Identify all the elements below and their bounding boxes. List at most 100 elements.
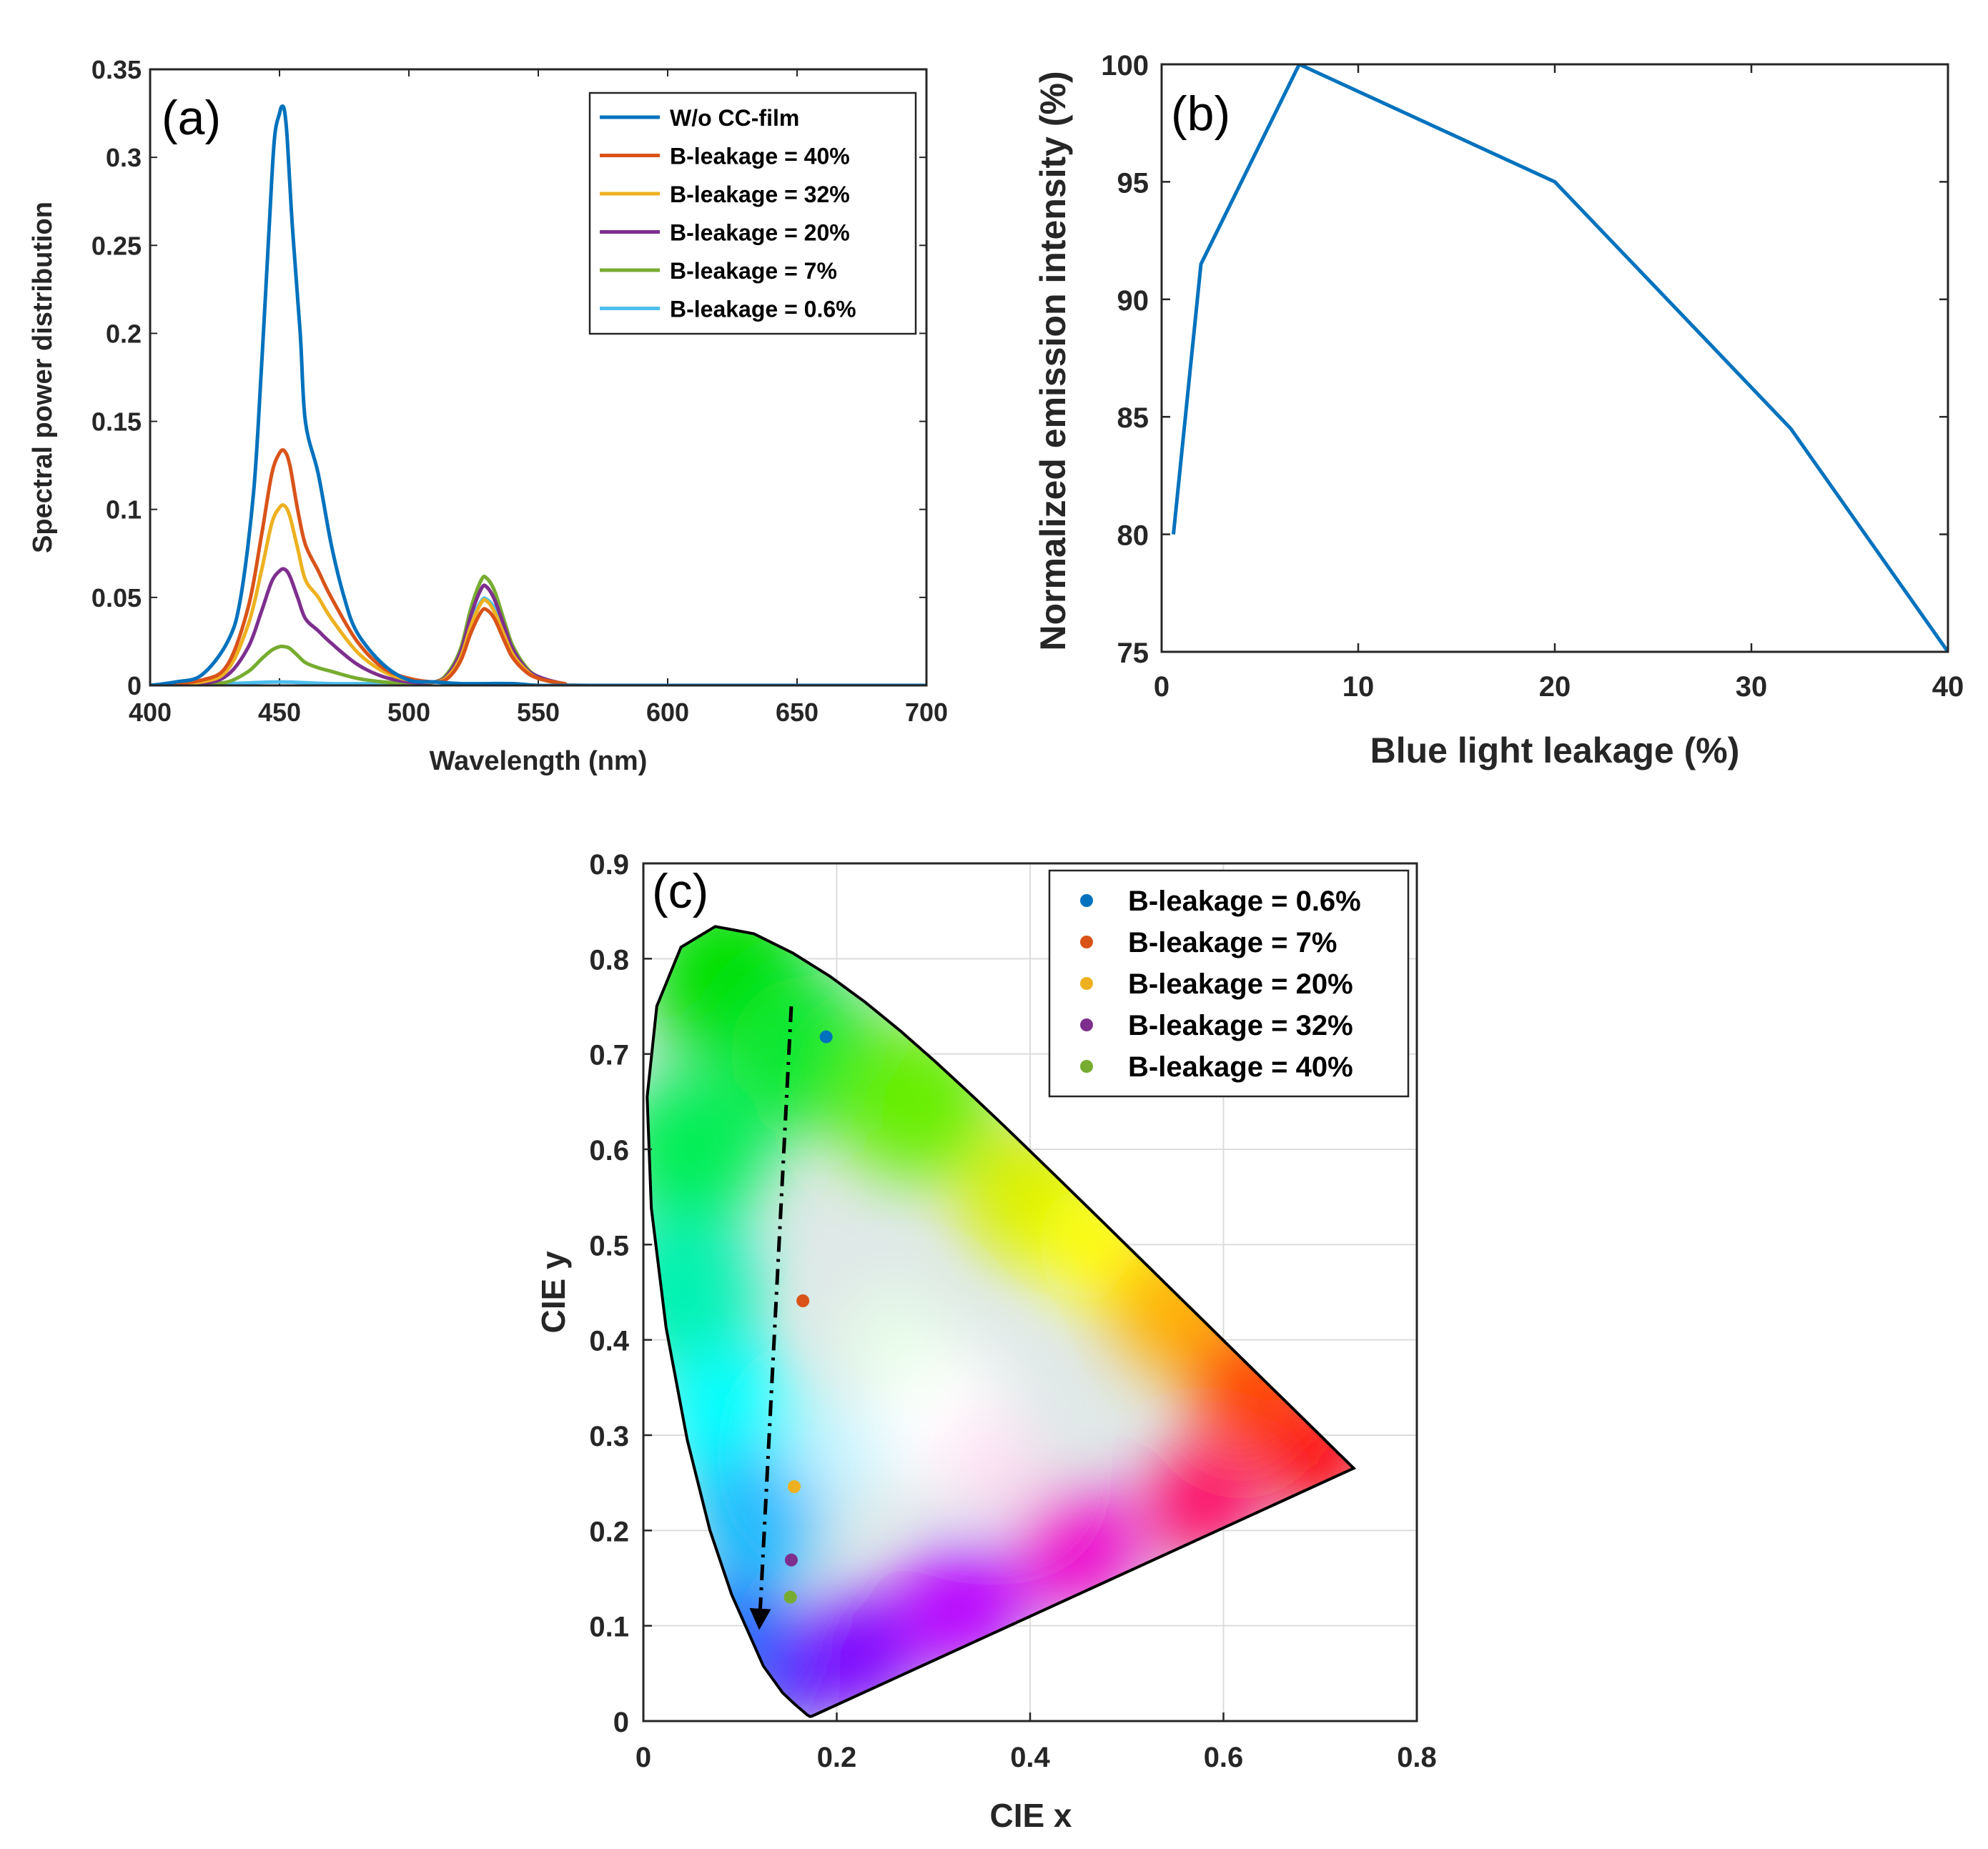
ytick-label-b: 100	[1101, 50, 1149, 81]
xlabel-a: Wavelength (nm)	[430, 746, 648, 776]
ylabel-c: CIE y	[535, 1251, 572, 1333]
scatter-point-c	[819, 1030, 833, 1044]
panel-label-a: (a)	[162, 91, 221, 145]
gamut-blob	[941, 1414, 1042, 1514]
ytick-label-c: 0.2	[589, 1516, 629, 1547]
legend-label-a: B-leakage = 32%	[670, 182, 850, 207]
axes-box-a	[149, 68, 928, 687]
xtick-label-a: 450	[258, 698, 301, 727]
legend-marker-c	[1080, 1018, 1093, 1031]
gamut-blob	[695, 1447, 824, 1576]
ytick-label-c: 0.9	[589, 849, 629, 881]
panel-label-c: (c)	[652, 864, 708, 918]
panel-label-b: (b)	[1171, 86, 1230, 141]
ytick-label-a: 0.15	[92, 407, 142, 437]
xtick-label-b: 0	[1154, 671, 1169, 703]
scatter-point-c	[784, 1553, 798, 1567]
ytick-label-a: 0	[127, 671, 142, 700]
xtick-label-c: 0.8	[1397, 1742, 1437, 1773]
series-line-a	[150, 104, 926, 685]
axes-box-c	[642, 862, 1418, 1722]
ytick-label-c: 0.6	[589, 1135, 629, 1166]
xtick-label-a: 700	[905, 698, 948, 727]
xtick-label-c: 0.6	[1204, 1742, 1244, 1773]
xtick-label-b: 40	[1932, 671, 1964, 703]
legend-marker-c	[1080, 1060, 1093, 1073]
legend-label-c: B-leakage = 0.6%	[1128, 886, 1361, 917]
xtick-label-c: 0	[636, 1742, 651, 1773]
legend-label-a: B-leakage = 40%	[670, 144, 850, 169]
xtick-label-c: 0.2	[817, 1742, 857, 1773]
cie-locus-outline	[646, 925, 1357, 1718]
trend-arrow	[749, 1006, 793, 1630]
legend-box-c	[1048, 869, 1410, 1098]
c-ticks: 0 0.2 0.4 0.6 0.8 0 0.1 0.2 0.3 0.4 0.5 0.6 0.7 0.8 0.…	[589, 849, 1436, 1773]
xtick-label-a: 650	[776, 698, 819, 727]
xtick-label-b: 30	[1736, 671, 1768, 703]
ytick-label-a: 0.2	[106, 319, 142, 348]
panel-c: 0 0.2 0.4 0.6 0.8 0 0.1 0.2 0.3 0.4 0.5 0.6 0.7 0.8 0.…	[535, 849, 1437, 1834]
plot-area-b	[1162, 64, 1948, 652]
ytick-label-a: 0.05	[92, 583, 142, 613]
legend-marker-c	[1080, 977, 1093, 990]
scatter-point-c	[787, 1480, 801, 1493]
legend-marker-c	[1080, 894, 1093, 907]
ytick-label-a: 0.25	[92, 231, 142, 260]
legend-label-c: B-leakage = 7%	[1128, 927, 1337, 958]
ytick-label-b: 75	[1117, 638, 1149, 669]
ytick-label-b: 85	[1117, 402, 1149, 434]
gamut-blob	[844, 1289, 945, 1390]
legend-label-a: B-leakage = 0.6%	[670, 297, 856, 322]
xtick-label-c: 0.4	[1010, 1742, 1050, 1773]
a-series-group	[150, 104, 926, 685]
legend-label-a: W/o CC-film	[670, 105, 799, 131]
legend-label-a: B-leakage = 20%	[670, 220, 850, 246]
xtick-label-a: 550	[517, 698, 560, 727]
ytick-label-c: 0.5	[589, 1230, 629, 1261]
scatter-point-c	[783, 1590, 797, 1604]
ytick-label-a: 0.35	[92, 55, 142, 84]
legend-a: W/o CC-film B-leakage = 40% B-leakage = 32…	[588, 91, 917, 335]
ytick-label-a: 0.3	[106, 143, 142, 172]
xlabel-c: CIE x	[989, 1797, 1072, 1834]
legend-box-a	[588, 91, 917, 335]
ytick-label-c: 0.4	[589, 1326, 629, 1357]
gamut-blob	[647, 1071, 771, 1228]
legend-marker-c	[1080, 936, 1093, 948]
ytick-label-b: 95	[1117, 167, 1149, 199]
ytick-label-c: 0.1	[589, 1612, 629, 1643]
xtick-label-b: 10	[1342, 671, 1375, 703]
a-ticks: 400 450 500 550 600 650 700 0 0.05 0.1 0.15 0.2 0.25…	[92, 55, 948, 727]
gamut-blob	[786, 1404, 887, 1505]
c-points	[783, 1030, 833, 1604]
ytick-label-c: 0.8	[589, 944, 629, 976]
panel-b: 0 10 20 30 40 75 80 85 90 95 100 (b) Blue light le…	[1033, 50, 1964, 770]
xtick-label-b: 20	[1539, 671, 1571, 703]
ytick-label-c: 0	[613, 1707, 629, 1738]
xtick-label-a: 500	[387, 698, 430, 727]
scatter-point-c	[796, 1294, 810, 1307]
ytick-label-c: 0.7	[589, 1040, 629, 1071]
xlabel-b: Blue light leakage (%)	[1370, 730, 1740, 770]
gamut-blob	[647, 1214, 761, 1371]
ytick-label-c: 0.3	[589, 1421, 629, 1452]
legend-label-a: B-leakage = 7%	[670, 258, 837, 284]
legend-label-c: B-leakage = 32%	[1128, 1010, 1353, 1041]
xtick-label-a: 600	[646, 698, 689, 727]
legend-c: B-leakage = 0.6% B-leakage = 7% B-leakage …	[1048, 869, 1410, 1098]
ytick-label-b: 80	[1117, 520, 1149, 552]
legend-label-c: B-leakage = 40%	[1128, 1051, 1353, 1083]
axes-box-b	[1160, 63, 1949, 653]
ylabel-b: Normalized emission intensity (%)	[1033, 71, 1073, 650]
ylabel-a: Spectral power distribution	[28, 202, 58, 553]
b-series-group	[1172, 64, 1948, 652]
panel-a: 400 450 500 550 600 650 700 0 0.05 0.1 0.15 0.2 0.25…	[28, 55, 948, 776]
ytick-label-a: 0.1	[106, 495, 142, 525]
gamut-blobs	[647, 926, 1354, 1717]
xtick-label-a: 400	[129, 698, 172, 727]
legend-label-c: B-leakage = 20%	[1128, 968, 1353, 1000]
ytick-label-b: 90	[1117, 285, 1149, 317]
series-line-b	[1172, 64, 1948, 652]
